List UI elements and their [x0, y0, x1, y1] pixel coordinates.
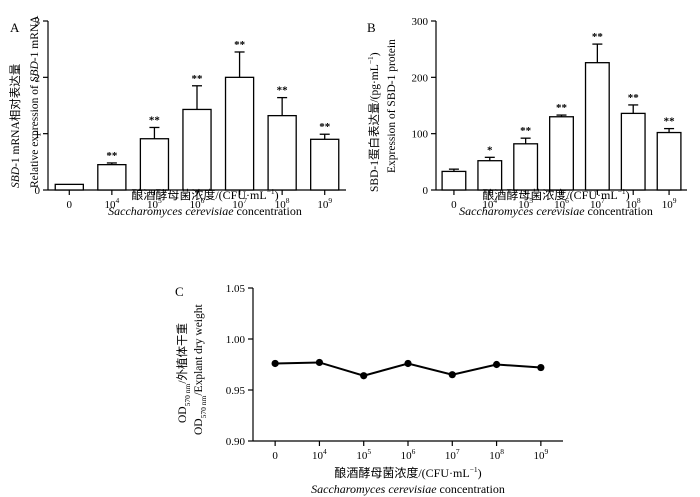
panel-a-x-tick-label: 109: [317, 196, 332, 211]
panel-c-x-tick-label: 107: [445, 447, 460, 462]
panel-a-x-tick-label: 107: [232, 196, 247, 211]
panel-a-ylabel-cn: SBD-1 mRNA相对表达量: [8, 64, 22, 188]
panel-b-bar: [513, 143, 539, 191]
panel-a-x-axis-title: 酿酒酵母菌浓度/(CFU·mL−1) Saccharomyces cerevis…: [108, 187, 302, 218]
panel-a-significance-mark: **: [192, 73, 204, 85]
panel-a-significance-mark: **: [277, 85, 289, 97]
panel-c-data-point: [315, 358, 324, 367]
panel-a-label: A: [10, 20, 20, 35]
panel-c-data-point: [537, 363, 545, 372]
panel-b-ylabel-en: Expression of SBD-1 protein: [386, 39, 398, 173]
panel-b-x-tick-label: 105: [518, 196, 533, 211]
panel-c-ylabel-en: OD570 nm/Explant dry weight: [193, 304, 208, 435]
panel-a-ylabel-en: Relative expression of SBD-1 mRNA: [29, 15, 41, 188]
panel-a-bar: [224, 76, 255, 191]
panel-b-x-tick-label: 107: [590, 196, 605, 211]
panel-a-bar: [97, 163, 127, 191]
panel-a-significance-mark: **: [149, 114, 161, 126]
panel-b-y-axis-title: SBD-1蛋白表达量/(pg·mL−1) Expression of SBD-1…: [366, 39, 398, 192]
panel-c-x-tick-label: 106: [401, 447, 416, 462]
panel-c-plot: 0.90 0.95 1.00 1.05 0 104 105 106 107 108 109: [226, 283, 563, 462]
panel-a-significance-mark: **: [106, 150, 118, 162]
panel-b: B SBD-1蛋白表达量/(pg·mL−1) Expression of SBD…: [366, 16, 687, 218]
panel-b-bar: [477, 160, 503, 191]
panel-a-y-tick-label: 1: [35, 129, 41, 141]
panel-b-ylabel-cn: SBD-1蛋白表达量/(pg·mL−1): [366, 52, 381, 192]
panel-a-bar: [182, 108, 212, 191]
panel-b-label: B: [367, 20, 376, 35]
panel-b-significance-mark: **: [628, 92, 640, 104]
panel-a-x-tick-label: 0: [67, 199, 73, 211]
panel-b-x-axis-title: 酿酒酵母菌浓度/(CFU·mL−1) Saccharomyces cerevis…: [459, 187, 653, 218]
panel-a-xlabel-en: Saccharomyces cerevisiae concentration: [108, 204, 302, 218]
panel-c-x-tick-label: 0: [272, 450, 278, 462]
panel-b-xlabel-en: Saccharomyces cerevisiae concentration: [459, 204, 653, 218]
panel-c-x-tick-label: 104: [312, 447, 327, 462]
panel-c-x-tick-label: 109: [533, 447, 548, 462]
panel-a-y-axis-title: SBD-1 mRNA相对表达量 Relative expression of S…: [8, 15, 41, 188]
panel-c-x-tick-label: 108: [489, 447, 504, 462]
panel-a-xlabel-cn: 酿酒酵母菌浓度/(CFU·mL−1): [131, 187, 278, 202]
panel-a-plot: 0 1 2 3 0 104 ** 105 ** 106 ** 107 ** 108 ** 109 **: [35, 16, 346, 211]
panel-b-plot: 0 100 200 300 0 104 * 105 ** 106 ** 107 ** 108 ** 109 **: [412, 16, 687, 211]
panel-c-y-tick-label: 0.90: [226, 436, 246, 448]
panel-b-significance-mark: **: [664, 116, 676, 128]
panel-b-significance-mark: *: [487, 144, 493, 156]
panel-b-x-tick-label: 104: [482, 196, 497, 211]
panel-c-data-point: [360, 372, 368, 380]
panel-b-significance-mark: **: [592, 31, 604, 43]
panel-c-y-tick-label: 0.95: [226, 385, 246, 397]
panel-a-y-tick-label: 2: [35, 72, 41, 84]
panel-a-x-tick-label: 106: [190, 196, 205, 211]
panel-b-y-tick-label: 200: [412, 72, 429, 84]
panel-a-significance-mark: **: [319, 121, 331, 133]
panel-c: C OD570 nm/外植体干重 OD570 nm/Explant dry we…: [175, 283, 563, 496]
panel-c-xlabel-cn: 酿酒酵母菌浓度/(CFU·mL−1): [334, 465, 481, 480]
panel-b-bar: [549, 116, 574, 191]
panel-a: A SBD-1 mRNA相对表达量 Relative expression of…: [8, 15, 346, 218]
panel-a-x-tick-label: 108: [275, 196, 290, 211]
panel-a-bar: [310, 138, 340, 191]
panel-a-y-tick-label: 3: [35, 16, 41, 28]
panel-a-x-tick-label: 104: [104, 196, 119, 211]
panel-a-bar: [267, 114, 297, 191]
panel-c-y-axis-title: OD570 nm/外植体干重 OD570 nm/Explant dry weig…: [175, 304, 208, 435]
panel-b-significance-mark: **: [520, 125, 532, 137]
panel-b-y-tick-label: 300: [412, 16, 429, 28]
panel-c-data-point: [404, 359, 412, 368]
panel-b-bar: [656, 131, 682, 191]
panel-c-xlabel-en: Saccharomyces cerevisiae concentration: [311, 482, 505, 496]
panel-b-xlabel-cn: 酿酒酵母菌浓度/(CFU·mL−1): [482, 187, 629, 202]
panel-a-y-tick-label: 0: [35, 185, 41, 197]
panel-b-x-tick-label: 106: [554, 196, 569, 211]
panel-a-x-tick-label: 105: [147, 196, 162, 211]
panel-a-bar: [54, 183, 84, 191]
panel-b-x-tick-label: 109: [662, 196, 677, 211]
panel-b-x-tick-label: 108: [626, 196, 641, 211]
panel-c-x-axis-title: 酿酒酵母菌浓度/(CFU·mL−1) Saccharomyces cerevis…: [311, 465, 505, 496]
panel-b-y-tick-label: 0: [423, 185, 429, 197]
panel-c-ylabel-cn: OD570 nm/外植体干重: [175, 323, 192, 423]
panel-b-bar: [441, 170, 467, 191]
panel-b-significance-mark: **: [556, 102, 568, 114]
panel-a-bar: [139, 138, 170, 191]
panel-c-y-tick-label: 1.05: [226, 283, 246, 295]
panel-a-significance-mark: **: [234, 39, 246, 51]
panel-c-data-point: [492, 360, 501, 369]
panel-c-data-point: [271, 359, 279, 368]
panel-b-bar: [584, 62, 610, 191]
panel-c-x-tick-label: 105: [356, 447, 371, 462]
panel-b-x-tick-label: 0: [451, 199, 457, 211]
panel-b-y-tick-label: 100: [412, 129, 429, 141]
panel-c-data-point: [448, 371, 456, 379]
panel-b-bar: [620, 112, 646, 191]
panel-c-y-tick-label: 1.00: [226, 334, 246, 346]
panel-c-label: C: [175, 284, 184, 299]
